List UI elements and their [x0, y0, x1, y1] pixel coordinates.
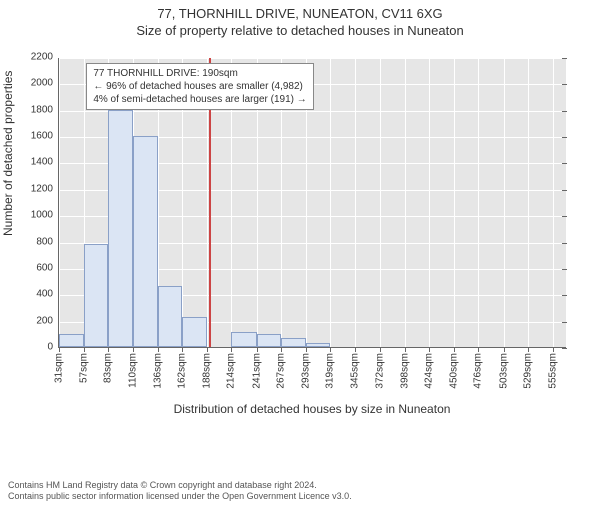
y-tick-label: 1200	[31, 183, 59, 194]
x-tick-label: 57sqm	[78, 353, 89, 383]
chart-container: Number of detached properties 0200400600…	[0, 46, 600, 426]
x-tick-label: 372sqm	[375, 353, 386, 389]
x-tick-label: 529sqm	[523, 353, 534, 389]
x-tick-label: 555sqm	[547, 353, 558, 389]
y-tick-label: 1000	[31, 210, 59, 221]
x-tick-label: 110sqm	[128, 353, 139, 388]
y-tick-label: 1400	[31, 157, 59, 168]
x-tick-label: 319sqm	[325, 353, 336, 389]
annotation-line: ← 96% of detached houses are smaller (4,…	[93, 80, 306, 93]
annotation-box: 77 THORNHILL DRIVE: 190sqm← 96% of detac…	[86, 63, 313, 110]
y-axis-label: Number of detached properties	[1, 71, 15, 236]
y-tick-label: 400	[36, 289, 59, 300]
y-tick-label: 2000	[31, 78, 59, 89]
x-tick-label: 293sqm	[300, 353, 311, 389]
x-tick-label: 476sqm	[473, 353, 484, 389]
x-tick-label: 424sqm	[424, 353, 435, 389]
footer-line-1: Contains HM Land Registry data © Crown c…	[8, 480, 592, 491]
page-title: 77, THORNHILL DRIVE, NUNEATON, CV11 6XG	[0, 6, 600, 21]
x-tick-label: 267sqm	[276, 353, 287, 389]
x-tick-label: 398sqm	[399, 353, 410, 389]
histogram-bar	[59, 334, 84, 347]
histogram-bar	[108, 110, 133, 347]
x-tick-label: 214sqm	[226, 353, 237, 389]
annotation-line: 4% of semi-detached houses are larger (1…	[93, 93, 306, 106]
footer: Contains HM Land Registry data © Crown c…	[8, 480, 592, 503]
x-tick-label: 83sqm	[103, 353, 114, 383]
histogram-bar	[182, 317, 207, 347]
x-tick-label: 345sqm	[349, 353, 360, 389]
x-tick-label: 162sqm	[177, 353, 188, 389]
y-tick-label: 1800	[31, 104, 59, 115]
annotation-line: 77 THORNHILL DRIVE: 190sqm	[93, 67, 306, 80]
page-subtitle: Size of property relative to detached ho…	[0, 23, 600, 38]
y-tick-label: 2200	[31, 52, 59, 63]
x-tick-label: 136sqm	[152, 353, 163, 389]
x-axis-label: Distribution of detached houses by size …	[58, 402, 566, 416]
histogram-bar	[133, 136, 158, 347]
x-tick-label: 503sqm	[498, 353, 509, 389]
histogram-bar	[158, 286, 183, 347]
x-tick-label: 31sqm	[54, 353, 65, 383]
histogram-bar	[84, 244, 109, 347]
x-tick-label: 188sqm	[201, 353, 212, 389]
x-tick-label: 241sqm	[251, 353, 262, 389]
footer-line-2: Contains public sector information licen…	[8, 491, 592, 502]
histogram-bar	[306, 343, 331, 347]
histogram-bar	[281, 338, 306, 347]
y-tick-label: 0	[47, 342, 59, 353]
histogram-bar	[257, 334, 282, 347]
histogram-bar	[231, 332, 256, 347]
plot-area: 0200400600800100012001400160018002000220…	[58, 58, 566, 348]
y-tick-label: 1600	[31, 131, 59, 142]
y-tick-label: 200	[36, 315, 59, 326]
x-tick-label: 450sqm	[448, 353, 459, 389]
y-tick-label: 600	[36, 262, 59, 273]
y-tick-label: 800	[36, 236, 59, 247]
